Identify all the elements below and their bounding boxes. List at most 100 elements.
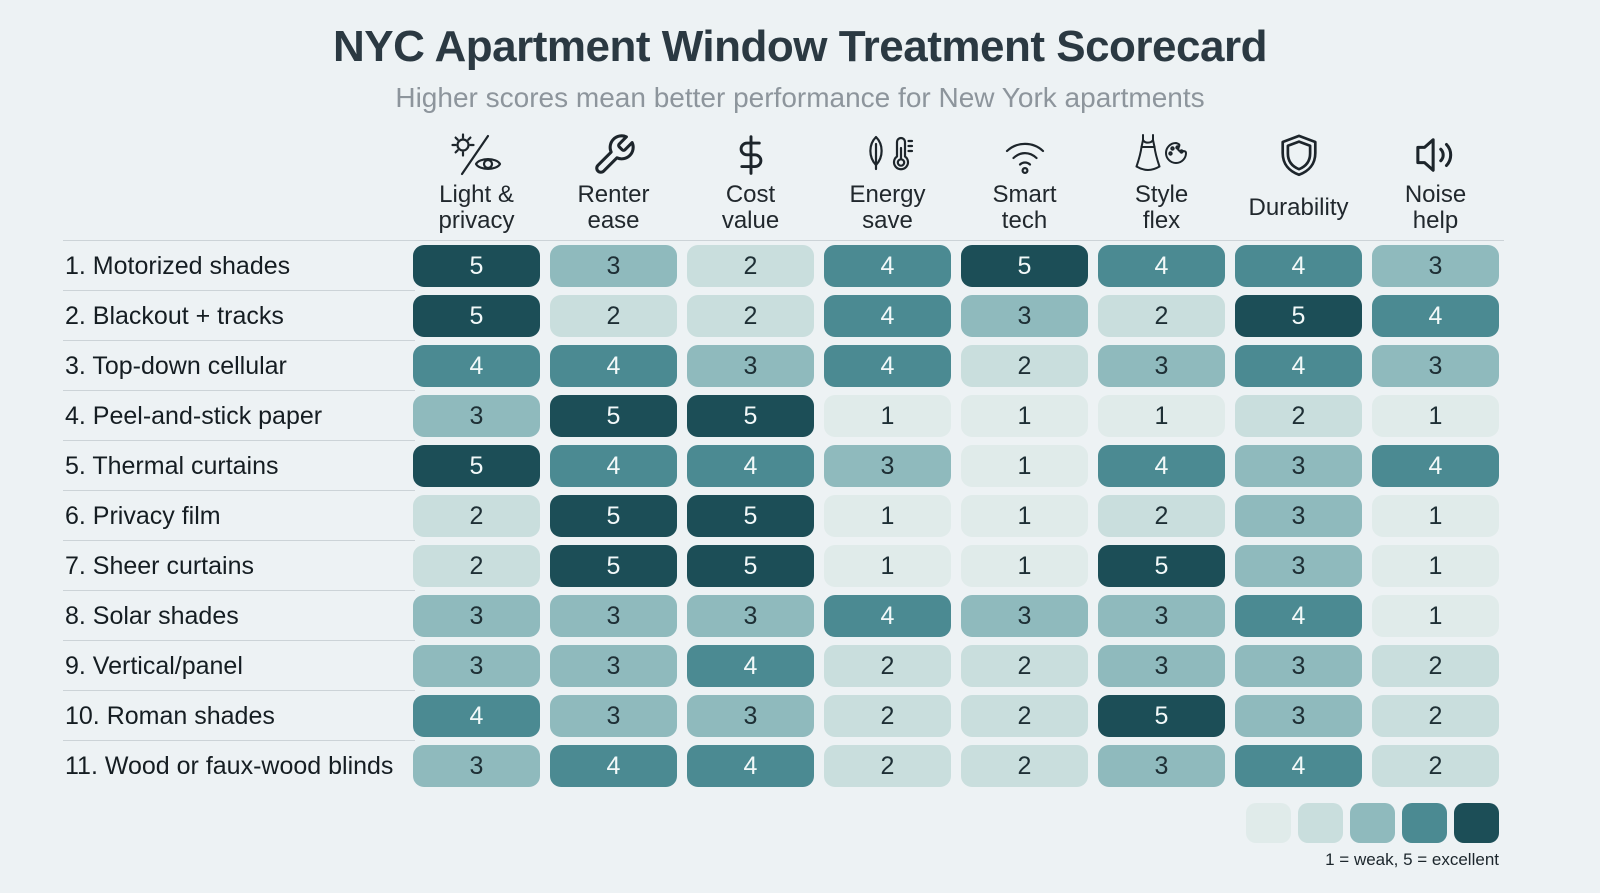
table-row: 4. Peel-and-stick paper 3 5 5 1 1 1 2 1 — [63, 390, 1504, 441]
score-cell: 3 — [413, 595, 540, 637]
score-cell: 1 — [961, 395, 1088, 437]
score-cell: 1 — [824, 545, 951, 587]
score-cell: 1 — [1372, 395, 1499, 437]
score-cell: 2 — [1098, 295, 1225, 337]
table-row: 8. Solar shades 3 3 3 4 3 3 4 1 — [63, 590, 1504, 641]
row-label: 2. Blackout + tracks — [65, 301, 284, 330]
row-label: 11. Wood or faux-wood blinds — [65, 751, 394, 780]
row-label: 9. Vertical/panel — [65, 651, 243, 680]
score-cell: 4 — [687, 645, 814, 687]
column-header: Style flex — [1093, 130, 1230, 240]
score-cell: 3 — [413, 745, 540, 787]
score-cell: 2 — [413, 495, 540, 537]
table-row: 6. Privacy film 2 5 5 1 1 2 3 1 — [63, 490, 1504, 541]
column-header: Light & privacy — [408, 130, 545, 240]
score-cell: 1 — [1372, 545, 1499, 587]
column-label: Renter ease — [577, 181, 650, 234]
scorecard-table: Light & privacy Renter ease Cost value Ener… — [63, 128, 1504, 791]
score-cell: 3 — [413, 645, 540, 687]
row-label: 4. Peel-and-stick paper — [65, 401, 323, 430]
score-cell: 4 — [1235, 345, 1362, 387]
score-cell: 3 — [1235, 445, 1362, 487]
score-cell: 2 — [413, 545, 540, 587]
score-cell: 5 — [961, 245, 1088, 287]
score-cell: 3 — [687, 345, 814, 387]
score-cell: 4 — [1372, 445, 1499, 487]
table-row: 5. Thermal curtains 5 4 4 3 1 4 3 4 — [63, 440, 1504, 491]
shield-icon — [1276, 130, 1322, 180]
page-title: NYC Apartment Window Treatment Scorecard — [333, 22, 1267, 71]
score-cell: 4 — [1372, 295, 1499, 337]
score-cell: 1 — [1372, 595, 1499, 637]
score-legend: 1 = weak, 5 = excellent — [1246, 803, 1499, 870]
column-label: Cost value — [721, 181, 780, 234]
score-cell: 3 — [550, 595, 677, 637]
table-row: 2. Blackout + tracks 5 2 2 4 3 2 5 4 — [63, 290, 1504, 341]
column-label: Light & privacy — [438, 181, 515, 234]
table-row: 9. Vertical/panel 3 3 4 2 2 3 3 2 — [63, 640, 1504, 691]
score-cell: 4 — [824, 345, 951, 387]
legend-swatch-3 — [1350, 803, 1395, 843]
score-cell: 3 — [413, 395, 540, 437]
legend-swatch-2 — [1298, 803, 1343, 843]
column-label: Durability — [1248, 194, 1349, 221]
score-cell: 2 — [824, 745, 951, 787]
score-cell: 3 — [1372, 345, 1499, 387]
score-cell: 4 — [824, 595, 951, 637]
column-headers: Light & privacy Renter ease Cost value Ener… — [63, 128, 1504, 240]
score-cell: 4 — [824, 295, 951, 337]
table-row: 1. Motorized shades 5 3 2 4 5 4 4 3 — [63, 240, 1504, 291]
score-cell: 5 — [687, 545, 814, 587]
score-cell: 2 — [961, 345, 1088, 387]
score-cell: 2 — [1098, 495, 1225, 537]
table-row: 3. Top-down cellular 4 4 3 4 2 3 4 3 — [63, 340, 1504, 391]
score-cell: 2 — [687, 245, 814, 287]
row-label: 3. Top-down cellular — [65, 351, 287, 380]
score-cell: 1 — [961, 545, 1088, 587]
score-cell: 3 — [1235, 545, 1362, 587]
score-cell: 3 — [961, 595, 1088, 637]
table-row: 7. Sheer curtains 2 5 5 1 1 5 3 1 — [63, 540, 1504, 591]
speaker-icon — [1413, 130, 1459, 180]
score-cell: 2 — [961, 645, 1088, 687]
score-cell: 5 — [550, 395, 677, 437]
column-label: Smart tech — [992, 181, 1057, 234]
table-row: 11. Wood or faux-wood blinds 3 4 4 2 2 3 4 2 — [63, 740, 1504, 791]
legend-caption: 1 = weak, 5 = excellent — [1325, 850, 1499, 869]
row-label: 1. Motorized shades — [65, 251, 291, 280]
score-cell: 2 — [824, 695, 951, 737]
legend-swatches — [1246, 803, 1499, 843]
score-cell: 3 — [1098, 595, 1225, 637]
score-cell: 3 — [824, 445, 951, 487]
legend-swatch-5 — [1454, 803, 1499, 843]
score-cell: 1 — [824, 395, 951, 437]
score-cell: 4 — [687, 745, 814, 787]
score-cell: 3 — [1235, 495, 1362, 537]
score-rows: 1. Motorized shades 5 3 2 4 5 4 4 3 2. Blackout +… — [63, 240, 1504, 791]
score-cell: 4 — [550, 745, 677, 787]
score-cell: 5 — [550, 545, 677, 587]
column-header: Renter ease — [545, 130, 682, 240]
score-cell: 1 — [1372, 495, 1499, 537]
score-cell: 3 — [550, 645, 677, 687]
score-cell: 5 — [687, 395, 814, 437]
score-cell: 3 — [550, 695, 677, 737]
score-cell: 5 — [1098, 545, 1225, 587]
column-label: Style flex — [1134, 181, 1189, 234]
column-label: Energy save — [849, 181, 926, 234]
score-cell: 3 — [687, 695, 814, 737]
score-cell: 3 — [550, 245, 677, 287]
score-cell: 2 — [1372, 745, 1499, 787]
column-header: Cost value — [682, 130, 819, 240]
wrench-icon — [591, 130, 637, 180]
score-cell: 4 — [1098, 445, 1225, 487]
score-cell: 2 — [961, 745, 1088, 787]
score-cell: 5 — [413, 295, 540, 337]
score-cell: 4 — [824, 245, 951, 287]
column-header: Smart tech — [956, 130, 1093, 240]
score-cell: 2 — [961, 695, 1088, 737]
score-cell: 2 — [687, 295, 814, 337]
column-header: Noise help — [1367, 130, 1504, 240]
score-cell: 3 — [1235, 695, 1362, 737]
score-cell: 4 — [1235, 245, 1362, 287]
